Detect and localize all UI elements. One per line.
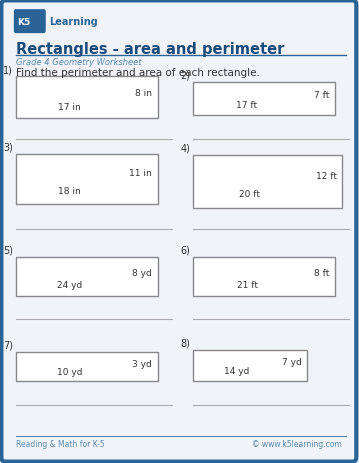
Text: 8 ft: 8 ft [314,268,330,277]
Text: 8 yd: 8 yd [132,268,152,277]
Text: 8): 8) [181,338,191,347]
Text: 3): 3) [3,142,13,152]
Text: © www.k5learning.com: © www.k5learning.com [252,439,342,449]
Text: Reading & Math for K-5: Reading & Math for K-5 [15,439,104,449]
Text: 8 in: 8 in [135,88,152,98]
FancyBboxPatch shape [14,10,46,34]
Text: 20 ft: 20 ft [239,190,260,199]
Text: 21 ft: 21 ft [237,281,257,290]
Bar [15,154,158,205]
Text: 11 in: 11 in [130,169,152,178]
Bar [15,77,158,119]
Text: Grade 4 Geometry Worksheet: Grade 4 Geometry Worksheet [15,57,141,67]
Bar [193,156,342,208]
Bar [15,258,158,297]
Text: 6): 6) [181,245,191,256]
Text: Find the perimeter and area of each rectangle.: Find the perimeter and area of each rect… [15,68,260,78]
Text: Learning: Learning [49,17,98,27]
Text: 5): 5) [3,245,13,256]
Text: 2): 2) [181,70,191,80]
Bar [193,82,335,116]
Text: K5: K5 [17,18,31,26]
Bar [193,258,335,297]
Text: 1): 1) [3,65,13,75]
Text: 10 yd: 10 yd [57,367,82,376]
Bar [193,350,307,381]
Text: 14 yd: 14 yd [224,366,249,375]
Bar [15,352,158,381]
Text: 18 in: 18 in [58,187,81,196]
Text: 4): 4) [181,143,191,153]
Text: 3 yd: 3 yd [132,359,152,368]
Text: 7 ft: 7 ft [314,90,330,100]
Text: 12 ft: 12 ft [316,171,337,180]
Text: 17 ft: 17 ft [237,100,257,110]
Text: 7): 7) [3,340,13,350]
Text: 24 yd: 24 yd [57,281,82,290]
Text: 17 in: 17 in [58,102,81,111]
Text: Rectangles - area and perimeter: Rectangles - area and perimeter [15,42,284,57]
Text: 7 yd: 7 yd [281,357,301,366]
